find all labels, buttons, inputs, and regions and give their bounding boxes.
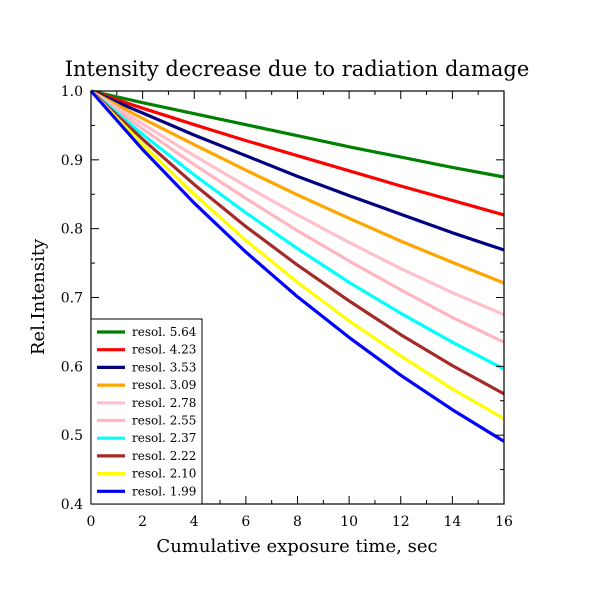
- legend-label: resol. 2.78: [132, 396, 196, 410]
- x-tick-label: 10: [340, 514, 358, 530]
- x-tick-label: 12: [392, 514, 410, 530]
- x-tick-label: 0: [87, 514, 96, 530]
- series-line-9: [89, 89, 505, 420]
- series-line-3: [90, 89, 505, 252]
- legend-label: resol. 3.09: [132, 378, 196, 392]
- x-axis-label: Cumulative exposure time, sec: [156, 536, 437, 557]
- x-tick-label: 14: [443, 514, 461, 530]
- y-tick-label: 0.7: [61, 291, 83, 307]
- x-tick-label: 6: [241, 514, 250, 530]
- legend-label: resol. 2.22: [132, 449, 196, 463]
- legend-label: resol. 5.64: [132, 325, 197, 339]
- series-line-8: [89, 89, 505, 396]
- series-line-5: [90, 89, 505, 317]
- legend-label: resol. 3.53: [132, 360, 196, 374]
- legend-label: resol. 2.37: [132, 431, 196, 445]
- legend-label: resol. 1.99: [132, 484, 196, 498]
- y-tick-label: 0.5: [61, 428, 83, 444]
- x-tick-label: 4: [190, 514, 199, 530]
- series-line-2: [90, 89, 505, 217]
- series-line-7: [89, 89, 505, 371]
- y-tick-label: 0.9: [61, 153, 83, 169]
- series-line-10: [89, 89, 505, 443]
- plot-area: [89, 89, 505, 443]
- y-tick-label: 1.0: [61, 84, 83, 100]
- y-tick-label: 0.6: [61, 359, 83, 375]
- series-line-4: [90, 89, 505, 285]
- axis-ticks: 0 2 4 6 8 10 12 14 16 0.4 0.5 0.6 0.7 0.8 0.9 1.0: [61, 84, 513, 530]
- series-line-1: [90, 89, 505, 179]
- legend: resol. 5.64 resol. 4.23 resol. 3.53 resol. …: [90, 318, 203, 505]
- x-tick-label: 8: [293, 514, 302, 530]
- chart-title: Intensity decrease due to radiation dama…: [65, 57, 530, 81]
- legend-label: resol. 2.10: [132, 467, 196, 481]
- y-tick-label: 0.8: [61, 222, 83, 238]
- legend-label: resol. 2.55: [132, 414, 196, 428]
- y-tick-label: 0.4: [61, 497, 83, 513]
- x-tick-label: 2: [138, 514, 147, 530]
- legend-label: resol. 4.23: [132, 343, 196, 357]
- series-line-6: [90, 89, 505, 344]
- y-axis-label: Rel.Intensity: [28, 238, 49, 355]
- x-tick-label: 16: [495, 514, 513, 530]
